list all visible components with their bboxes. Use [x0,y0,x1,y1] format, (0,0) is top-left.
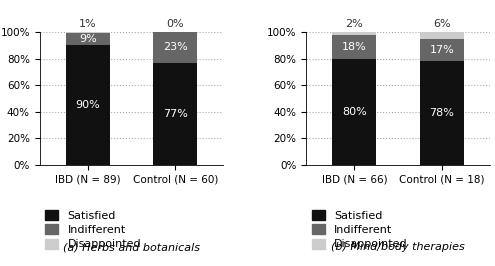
Text: 80%: 80% [342,107,367,117]
Text: 17%: 17% [430,45,454,55]
Bar [66,33,109,45]
Bar [66,45,109,165]
Text: 78%: 78% [430,108,454,118]
Bar [333,35,376,59]
Text: 6%: 6% [433,19,451,29]
Bar [420,61,464,165]
Bar [420,39,464,61]
Bar [333,59,376,165]
Text: 9%: 9% [79,34,97,44]
Bar [153,32,197,63]
Legend: Satisfied, Indifferent, Disappointed: Satisfied, Indifferent, Disappointed [45,210,141,250]
Legend: Satisfied, Indifferent, Disappointed: Satisfied, Indifferent, Disappointed [312,210,407,250]
Bar [420,31,464,39]
Bar [153,63,197,165]
Text: 1%: 1% [79,19,97,29]
Text: 23%: 23% [163,42,188,52]
Bar [333,32,376,35]
Text: 77%: 77% [163,109,188,119]
Text: 18%: 18% [342,41,367,52]
Text: (b) Mind/body therapies: (b) Mind/body therapies [331,242,465,252]
Text: 0%: 0% [166,19,184,29]
Bar [66,32,109,33]
Text: (a) Herbs and botanicals: (a) Herbs and botanicals [63,242,200,252]
Text: 2%: 2% [346,19,363,29]
Text: 90%: 90% [75,100,100,110]
